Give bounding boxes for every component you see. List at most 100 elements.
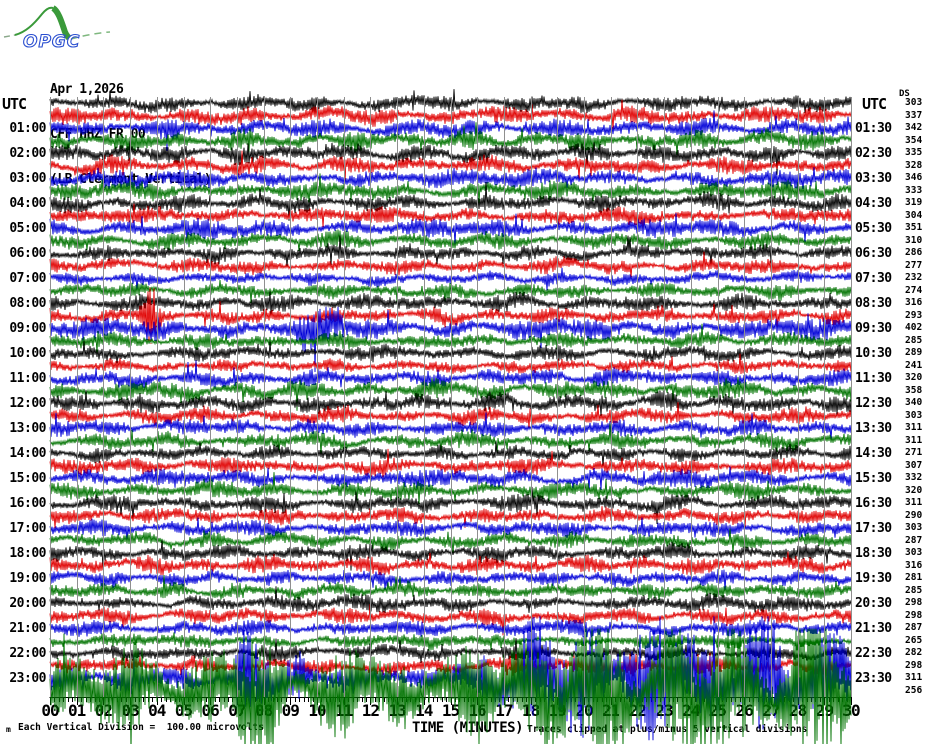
left-utc-header: UTC <box>2 95 27 113</box>
right-halfhour-label: 14:30 <box>855 445 892 461</box>
amp-value: 303 <box>905 547 923 559</box>
right-halfhour-label: 13:30 <box>855 420 892 436</box>
axis-minute-label: 30 <box>842 701 860 720</box>
right-halfhour-label: 01:30 <box>855 120 892 136</box>
corner-mark: m <box>6 725 11 734</box>
right-halfhour-label: 16:30 <box>855 495 892 511</box>
amp-value: 293 <box>905 309 923 321</box>
amp-value: 316 <box>905 297 923 309</box>
right-halfhour-label: 07:30 <box>855 270 892 286</box>
logo-text: OPGC <box>23 32 80 52</box>
amp-value: 303 <box>905 409 923 421</box>
amp-value: 311 <box>905 672 923 684</box>
amp-value: 333 <box>905 184 923 196</box>
right-halfhour-label: 05:30 <box>855 220 892 236</box>
right-halfhour-label: 03:30 <box>855 170 892 186</box>
amp-value: 286 <box>905 247 923 259</box>
amp-value: 277 <box>905 259 923 271</box>
amp-value: 316 <box>905 559 923 571</box>
right-halfhour-label: 23:30 <box>855 670 892 686</box>
left-hour-label: 10:00 <box>9 345 46 361</box>
right-halfhour-label: 15:30 <box>855 470 892 486</box>
right-halfhour-label: 21:30 <box>855 620 892 636</box>
amp-value: 303 <box>905 97 923 109</box>
amp-value: 303 <box>905 522 923 534</box>
right-halfhour-label: 18:30 <box>855 545 892 561</box>
amp-value: 307 <box>905 459 923 471</box>
left-hour-label: 21:00 <box>9 620 46 636</box>
amp-value: 335 <box>905 147 923 159</box>
left-hour-label: 05:00 <box>9 220 46 236</box>
amp-value: 287 <box>905 534 923 546</box>
amp-value: 289 <box>905 347 923 359</box>
amp-value: 358 <box>905 384 923 396</box>
left-hour-label: 08:00 <box>9 295 46 311</box>
amp-value: 285 <box>905 334 923 346</box>
amp-value: 241 <box>905 359 923 371</box>
right-halfhour-label: 12:30 <box>855 395 892 411</box>
amp-value: 310 <box>905 234 923 246</box>
amp-value: 402 <box>905 322 923 334</box>
left-hour-label: 20:00 <box>9 595 46 611</box>
amp-value: 340 <box>905 397 923 409</box>
amp-value: 354 <box>905 134 923 146</box>
amp-value: 271 <box>905 447 923 459</box>
amp-value: 232 <box>905 272 923 284</box>
right-utc-header: UTC <box>862 95 887 113</box>
amp-value: 311 <box>905 497 923 509</box>
amp-value: 337 <box>905 109 923 121</box>
logo-dash-right <box>70 31 111 40</box>
left-hour-label: 06:00 <box>9 245 46 261</box>
left-hour-label: 18:00 <box>9 545 46 561</box>
left-hour-label: 22:00 <box>9 645 46 661</box>
opgc-logo: OPGC <box>3 5 111 53</box>
left-hour-label: 12:00 <box>9 395 46 411</box>
left-hour-label: 13:00 <box>9 420 46 436</box>
amp-value: 298 <box>905 609 923 621</box>
amp-value: 320 <box>905 484 923 496</box>
amp-column-header: DS <box>899 89 910 99</box>
amp-value: 282 <box>905 647 923 659</box>
amp-value: 319 <box>905 197 923 209</box>
right-halfhour-label: 10:30 <box>855 345 892 361</box>
left-hour-label: 01:00 <box>9 120 46 136</box>
amp-value: 265 <box>905 634 923 646</box>
right-halfhour-label: 11:30 <box>855 370 892 386</box>
left-hour-label: 23:00 <box>9 670 46 686</box>
logo-peak-stroke <box>51 5 72 41</box>
amp-value: 298 <box>905 597 923 609</box>
amp-value: 351 <box>905 222 923 234</box>
amp-value: 281 <box>905 572 923 584</box>
left-hour-label: 15:00 <box>9 470 46 486</box>
right-halfhour-label: 19:30 <box>855 570 892 586</box>
amp-value: 311 <box>905 422 923 434</box>
left-hour-label: 03:00 <box>9 170 46 186</box>
left-hour-label: 17:00 <box>9 520 46 536</box>
left-hour-label: 19:00 <box>9 570 46 586</box>
logo-ridge-line <box>14 6 54 36</box>
left-hour-label: 02:00 <box>9 145 46 161</box>
logo-dash-left <box>3 34 16 38</box>
right-halfhour-label: 20:30 <box>855 595 892 611</box>
left-hour-label: 09:00 <box>9 320 46 336</box>
right-halfhour-label: 06:30 <box>855 245 892 261</box>
right-halfhour-label: 17:30 <box>855 520 892 536</box>
amp-value: 285 <box>905 584 923 596</box>
left-hour-label: 11:00 <box>9 370 46 386</box>
amp-value: 311 <box>905 434 923 446</box>
right-halfhour-label: 04:30 <box>855 195 892 211</box>
amp-value: 304 <box>905 209 923 221</box>
amp-value: 328 <box>905 159 923 171</box>
amp-value: 298 <box>905 659 923 671</box>
right-halfhour-label: 22:30 <box>855 645 892 661</box>
amp-value: 346 <box>905 172 923 184</box>
left-hour-label: 16:00 <box>9 495 46 511</box>
left-hour-label: 04:00 <box>9 195 46 211</box>
amp-value: 342 <box>905 122 923 134</box>
right-halfhour-label: 02:30 <box>855 145 892 161</box>
amp-value: 256 <box>905 684 923 696</box>
amp-value: 320 <box>905 372 923 384</box>
amp-value: 290 <box>905 509 923 521</box>
